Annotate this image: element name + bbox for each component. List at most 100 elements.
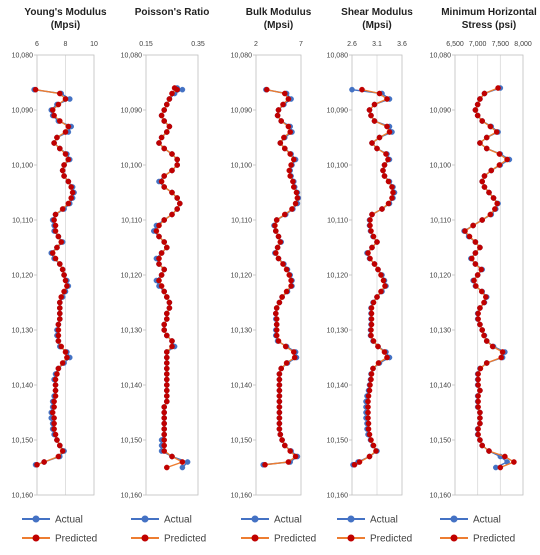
y-tick-label: 10,150 xyxy=(231,438,253,445)
legend-4: Actual Predicted xyxy=(337,515,412,545)
data-point-predicted xyxy=(288,277,294,284)
data-point-predicted xyxy=(272,310,279,317)
data-point-predicted xyxy=(58,343,65,350)
data-point-predicted xyxy=(374,145,380,152)
data-point-predicted xyxy=(368,310,375,317)
plot-area xyxy=(454,54,524,496)
data-point-predicted xyxy=(62,349,69,355)
data-point-predicted xyxy=(280,261,286,267)
legend-marker xyxy=(141,515,149,523)
data-point-predicted xyxy=(158,283,165,289)
data-point-predicted xyxy=(65,156,72,163)
data-point-predicted xyxy=(359,86,365,93)
data-point-predicted xyxy=(374,239,380,245)
data-point-predicted xyxy=(389,195,395,201)
data-point-predicted xyxy=(368,316,375,322)
y-tick-label: 10,160 xyxy=(12,493,34,500)
data-point-predicted xyxy=(57,145,63,152)
data-point-predicted xyxy=(276,409,283,416)
plot-area xyxy=(145,54,199,496)
data-point-predicted xyxy=(369,211,375,218)
data-point-predicted xyxy=(158,272,165,278)
data-point-predicted xyxy=(156,140,162,146)
data-point-predicted xyxy=(368,327,374,333)
y-tick-label: 10,150 xyxy=(430,438,452,445)
legend-marker xyxy=(251,534,259,542)
data-point-predicted xyxy=(277,140,284,146)
legend-marker xyxy=(450,534,458,542)
data-point-predicted xyxy=(283,288,290,295)
y-tick-label: 10,090 xyxy=(231,108,253,115)
y-tick-label: 10,090 xyxy=(121,108,143,115)
data-point-predicted xyxy=(486,448,492,454)
data-point-predicted xyxy=(273,316,280,322)
data-point-predicted xyxy=(163,371,170,377)
data-point-predicted xyxy=(496,162,503,168)
data-point-predicted xyxy=(368,371,375,377)
data-point-predicted xyxy=(57,90,63,97)
data-point-predicted xyxy=(161,288,167,295)
data-point-predicted xyxy=(367,382,373,388)
y-tick-label: 10,110 xyxy=(231,218,252,225)
data-point-predicted xyxy=(290,349,297,355)
data-point-predicted xyxy=(280,101,286,108)
data-point-predicted xyxy=(380,277,387,284)
data-point-predicted xyxy=(368,228,374,234)
data-point-predicted xyxy=(367,255,373,262)
data-point-predicted xyxy=(51,140,57,146)
data-point-predicted xyxy=(285,123,292,130)
data-point-predicted xyxy=(493,129,500,135)
data-point-predicted xyxy=(279,437,285,443)
data-point-predicted xyxy=(351,461,358,468)
data-point-predicted xyxy=(32,86,39,93)
y-tick-label: 10,140 xyxy=(430,383,452,390)
data-point-predicted xyxy=(163,244,170,251)
data-point-predicted xyxy=(368,321,375,328)
data-point-predicted xyxy=(163,360,170,366)
data-point-predicted xyxy=(52,228,59,234)
data-point-predicted xyxy=(287,448,294,454)
data-point-predicted xyxy=(470,222,476,229)
y-tick-label: 10,100 xyxy=(327,163,349,170)
data-point-predicted xyxy=(475,431,481,438)
data-point-predicted xyxy=(55,101,62,108)
data-point-predicted xyxy=(475,404,481,410)
x-tick-label: 0.35 xyxy=(191,41,205,48)
y-tick-label: 10,080 xyxy=(327,53,349,60)
data-point-predicted xyxy=(380,167,386,174)
legend-marker xyxy=(32,515,40,523)
chart-panel-4: Shear Modulus (Mpsi) 2.6 3.1 3.6 10,080 10,090… xyxy=(327,7,414,500)
data-point-predicted xyxy=(174,86,180,93)
data-point-predicted xyxy=(375,360,382,366)
data-point-predicted xyxy=(356,459,363,465)
series-line-predicted xyxy=(463,87,516,469)
data-point-predicted xyxy=(481,332,487,339)
data-point-predicted xyxy=(487,211,494,218)
y-tick-label: 10,120 xyxy=(430,273,452,280)
data-point-predicted xyxy=(51,398,57,405)
legend-marker xyxy=(450,515,458,523)
data-point-predicted xyxy=(276,415,283,421)
data-point-predicted xyxy=(158,134,165,141)
data-point-predicted xyxy=(158,178,165,185)
data-point-predicted xyxy=(61,288,67,295)
data-point-predicted xyxy=(52,222,59,229)
data-point-predicted xyxy=(161,431,167,438)
data-point-predicted xyxy=(62,277,69,284)
data-point-predicted xyxy=(288,162,294,168)
data-point-predicted xyxy=(475,398,481,405)
data-point-predicted xyxy=(57,305,63,311)
data-point-predicted xyxy=(479,217,486,223)
data-point-predicted xyxy=(376,134,383,141)
data-point-predicted xyxy=(368,305,375,311)
data-point-predicted xyxy=(276,404,283,410)
data-point-predicted xyxy=(276,398,283,405)
data-point-predicted xyxy=(55,332,62,339)
data-point-predicted xyxy=(474,112,481,119)
data-point-predicted xyxy=(477,140,483,146)
chart-panel-5: Minimum Horizontal Stress (psi) 6,500 7,000… xyxy=(430,7,537,500)
data-point-predicted xyxy=(365,415,371,421)
data-point-predicted xyxy=(370,338,377,344)
data-point-predicted xyxy=(475,426,481,432)
data-point-predicted xyxy=(161,184,167,190)
